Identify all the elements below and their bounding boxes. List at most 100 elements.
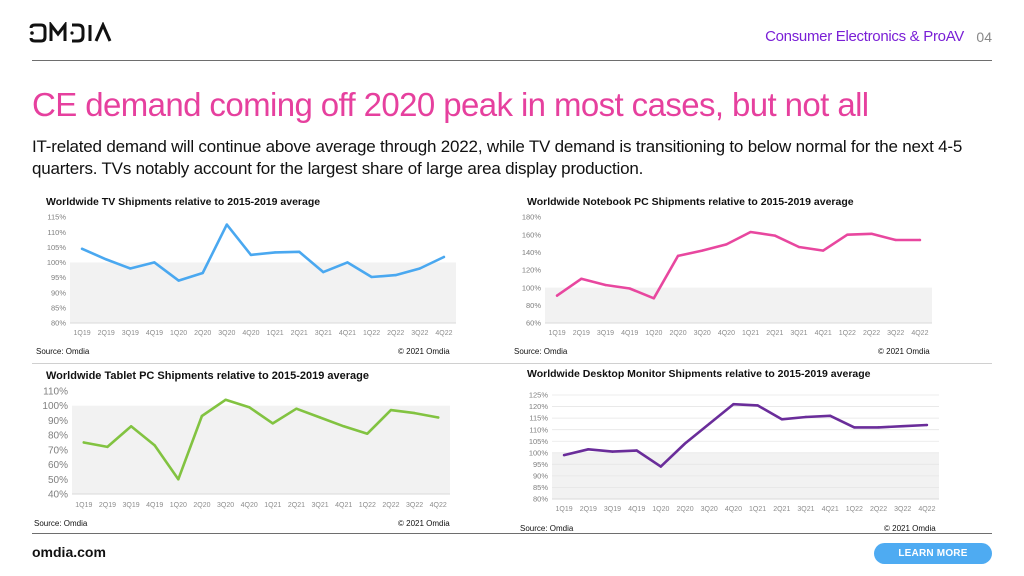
tablet-chart-plot: 40% 50% 60% 70% 80% 90% 100% 110% 1Q19 2Q19 3Q19 4Q… <box>42 387 450 509</box>
x-tick-label: 1Q19 <box>75 502 92 509</box>
x-tick-label: 3Q22 <box>894 506 911 513</box>
data-point <box>611 450 614 453</box>
y-tick-label: 140% <box>522 248 542 257</box>
data-point <box>106 445 109 449</box>
y-tick-label: 115% <box>529 414 548 423</box>
y-tick-label: 70% <box>48 445 68 456</box>
data-point <box>894 238 897 242</box>
y-tick-label: 40% <box>48 490 68 501</box>
x-tick-label: 2Q19 <box>99 502 116 509</box>
y-tick-label: 80% <box>48 431 68 442</box>
x-tick-label: 4Q21 <box>339 330 356 337</box>
x-tick-label: 4Q20 <box>241 502 258 509</box>
x-tick-label: 3Q19 <box>123 502 140 509</box>
data-point <box>225 223 229 226</box>
y-tick-label: 105% <box>529 437 549 446</box>
data-point <box>80 247 84 250</box>
section-label: Consumer Electronics & ProAV <box>765 28 964 45</box>
x-tick-label: 4Q22 <box>430 502 447 509</box>
y-tick-label: 90% <box>533 472 548 481</box>
data-point <box>247 405 251 409</box>
data-point <box>676 254 680 258</box>
data-point <box>389 408 393 412</box>
y-tick-label: 100% <box>47 258 67 267</box>
y-tick-label: 110% <box>43 387 68 398</box>
data-point <box>297 250 301 254</box>
x-tick-label: 2Q19 <box>580 506 597 513</box>
y-tick-label: 90% <box>51 288 66 297</box>
chart-copyright: © 2021 Omdia <box>398 519 450 528</box>
y-tick-label: 85% <box>533 483 548 492</box>
x-tick-label: 4Q22 <box>918 506 935 513</box>
y-tick-label: 60% <box>526 319 541 328</box>
data-point <box>701 249 704 252</box>
y-tick-label: 160% <box>522 230 542 239</box>
y-tick-label: 80% <box>533 495 548 504</box>
y-tick-label: 110% <box>529 425 548 434</box>
x-tick-label: 1Q21 <box>742 330 759 337</box>
x-tick-label: 2Q21 <box>291 330 308 337</box>
data-point <box>249 253 253 257</box>
data-point <box>732 403 735 406</box>
x-tick-label: 4Q21 <box>335 502 352 509</box>
learn-more-button[interactable]: LEARN MORE <box>874 543 992 564</box>
data-point <box>780 418 783 421</box>
data-point <box>773 234 776 237</box>
x-tick-label: 1Q19 <box>549 330 566 337</box>
x-tick-label: 1Q19 <box>74 330 91 337</box>
data-point <box>580 277 583 281</box>
x-tick-label: 4Q19 <box>146 330 163 337</box>
page-number: 04 <box>976 29 992 45</box>
x-tick-label: 4Q19 <box>628 506 645 513</box>
x-tick-label: 1Q20 <box>645 330 662 337</box>
y-tick-label: 120% <box>522 266 542 275</box>
series-line <box>80 223 446 282</box>
data-point <box>318 416 322 419</box>
data-point <box>725 243 728 246</box>
data-point <box>322 270 325 274</box>
data-point <box>877 426 880 429</box>
x-tick-label: 1Q22 <box>839 330 856 337</box>
x-tick-label: 4Q20 <box>242 330 259 337</box>
y-tick-label: 85% <box>51 303 66 312</box>
tablet-chart: Worldwide Tablet PC Shipments relative t… <box>34 370 464 535</box>
x-tick-label: 1Q22 <box>359 502 376 509</box>
x-tick-label: 2Q19 <box>98 330 115 337</box>
y-tick-label: 95% <box>533 460 548 469</box>
y-tick-label: 105% <box>47 243 67 252</box>
header-divider <box>32 60 992 61</box>
x-tick-label: 1Q19 <box>556 506 573 513</box>
x-tick-label: 1Q20 <box>652 506 669 513</box>
data-point <box>562 453 566 457</box>
data-point <box>749 230 752 234</box>
below-average-band <box>545 287 932 323</box>
below-average-band <box>72 405 450 494</box>
charts-divider <box>32 363 992 364</box>
x-tick-label: 1Q22 <box>846 506 863 513</box>
website-link[interactable]: omdia.com <box>32 544 106 560</box>
footer-divider <box>32 533 992 534</box>
x-tick-label: 3Q22 <box>887 330 904 337</box>
data-point <box>587 448 590 451</box>
x-tick-label: 2Q19 <box>573 330 590 337</box>
below-average-band <box>70 262 456 323</box>
data-point <box>828 414 832 417</box>
x-tick-label: 3Q20 <box>217 502 234 509</box>
data-point <box>129 267 132 270</box>
x-tick-label: 3Q21 <box>790 330 807 337</box>
data-point <box>652 297 656 300</box>
data-point <box>271 422 275 425</box>
x-tick-label: 3Q21 <box>312 502 329 509</box>
chart-title: Worldwide Desktop Monitor Shipments rela… <box>527 368 871 380</box>
monitor-chart: Worldwide Desktop Monitor Shipments rela… <box>514 368 946 533</box>
data-point <box>436 416 440 419</box>
x-tick-label: 4Q20 <box>725 506 742 513</box>
data-point <box>442 255 446 259</box>
data-point <box>82 441 86 444</box>
data-point <box>224 398 227 402</box>
data-point <box>370 275 373 279</box>
x-tick-label: 2Q21 <box>288 502 305 509</box>
data-point <box>901 425 904 428</box>
page-subtitle: IT-related demand will continue above av… <box>32 137 963 178</box>
x-tick-label: 3Q22 <box>411 330 428 337</box>
